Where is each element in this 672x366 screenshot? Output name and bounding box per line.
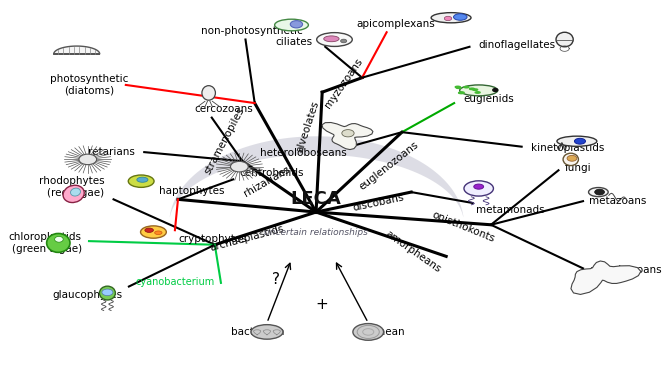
Polygon shape	[571, 261, 641, 294]
Ellipse shape	[99, 286, 116, 300]
Polygon shape	[54, 46, 99, 54]
Text: euglenozoans: euglenozoans	[357, 139, 420, 192]
Text: discobans: discobans	[352, 193, 405, 213]
Ellipse shape	[140, 226, 167, 238]
Text: ?: ?	[272, 272, 280, 287]
Ellipse shape	[454, 14, 467, 20]
Text: metamonads: metamonads	[476, 205, 544, 215]
Text: rhodophytes
(red algae): rhodophytes (red algae)	[39, 176, 104, 198]
Ellipse shape	[458, 92, 464, 94]
Text: chloroplastids
(green algae): chloroplastids (green algae)	[9, 232, 81, 254]
Circle shape	[79, 154, 97, 165]
Text: +: +	[316, 297, 329, 312]
Ellipse shape	[128, 175, 154, 187]
Ellipse shape	[472, 89, 478, 90]
Text: euglenids: euglenids	[464, 94, 514, 104]
Text: kinetoplastids: kinetoplastids	[531, 143, 604, 153]
Ellipse shape	[557, 136, 597, 146]
Circle shape	[444, 16, 452, 20]
Ellipse shape	[353, 324, 384, 340]
Text: photosynthetic
(diatoms): photosynthetic (diatoms)	[50, 74, 128, 96]
Ellipse shape	[145, 228, 153, 232]
Ellipse shape	[470, 88, 474, 90]
Text: stramenopiles: stramenopiles	[202, 106, 246, 176]
Ellipse shape	[459, 92, 464, 93]
Text: cryptophytes: cryptophytes	[178, 234, 247, 244]
Ellipse shape	[575, 138, 585, 144]
Ellipse shape	[589, 187, 608, 197]
Circle shape	[567, 156, 577, 161]
Text: cercozoans: cercozoans	[195, 104, 253, 114]
Ellipse shape	[275, 19, 308, 31]
Text: amoebozoans: amoebozoans	[589, 265, 662, 275]
Text: non-photosynthetic: non-photosynthetic	[201, 26, 302, 36]
Text: archaeplastids: archaeplastids	[209, 224, 286, 253]
Ellipse shape	[475, 92, 480, 93]
Ellipse shape	[155, 231, 162, 235]
Polygon shape	[322, 123, 373, 150]
Circle shape	[290, 20, 302, 28]
Ellipse shape	[460, 85, 498, 96]
Text: alveolates: alveolates	[295, 100, 321, 154]
Text: rhizarians: rhizarians	[242, 164, 292, 198]
Ellipse shape	[46, 234, 70, 253]
Text: glaucophytes: glaucophytes	[52, 290, 123, 300]
Ellipse shape	[464, 181, 493, 196]
Text: centrohelids: centrohelids	[239, 168, 304, 178]
Ellipse shape	[54, 236, 63, 242]
Text: cyanobacterium: cyanobacterium	[136, 277, 215, 287]
Text: haptophytes: haptophytes	[159, 186, 224, 196]
Ellipse shape	[563, 153, 579, 165]
Text: fungi: fungi	[564, 164, 591, 173]
Text: opisthokonts: opisthokonts	[431, 210, 497, 244]
Ellipse shape	[63, 185, 84, 202]
Circle shape	[230, 161, 248, 172]
Text: metazoans: metazoans	[589, 196, 646, 206]
Ellipse shape	[324, 36, 339, 42]
Ellipse shape	[431, 13, 471, 23]
Text: archaean: archaean	[356, 327, 405, 337]
Ellipse shape	[137, 177, 148, 182]
Ellipse shape	[202, 86, 216, 100]
Ellipse shape	[556, 32, 573, 47]
Text: bacterium: bacterium	[231, 327, 284, 337]
Circle shape	[595, 189, 605, 195]
Text: dinoflagellates: dinoflagellates	[478, 40, 556, 50]
Text: uncertain relationships: uncertain relationships	[264, 228, 368, 236]
Text: amorpheans: amorpheans	[384, 228, 443, 274]
Circle shape	[341, 39, 347, 43]
Text: heteroloboseans: heteroloboseans	[260, 149, 347, 158]
Ellipse shape	[317, 33, 352, 46]
Ellipse shape	[455, 86, 460, 88]
Circle shape	[342, 130, 354, 137]
Text: LECA: LECA	[291, 190, 341, 208]
Ellipse shape	[251, 325, 283, 339]
Ellipse shape	[474, 184, 484, 189]
Text: apicomplexans: apicomplexans	[356, 19, 435, 29]
Circle shape	[493, 89, 498, 92]
Text: ciliates: ciliates	[276, 37, 313, 47]
Ellipse shape	[71, 188, 81, 196]
Text: myzozoans: myzozoans	[323, 56, 364, 110]
Ellipse shape	[456, 87, 461, 89]
Circle shape	[102, 289, 113, 296]
Text: retarians: retarians	[88, 147, 135, 157]
Ellipse shape	[464, 86, 469, 88]
